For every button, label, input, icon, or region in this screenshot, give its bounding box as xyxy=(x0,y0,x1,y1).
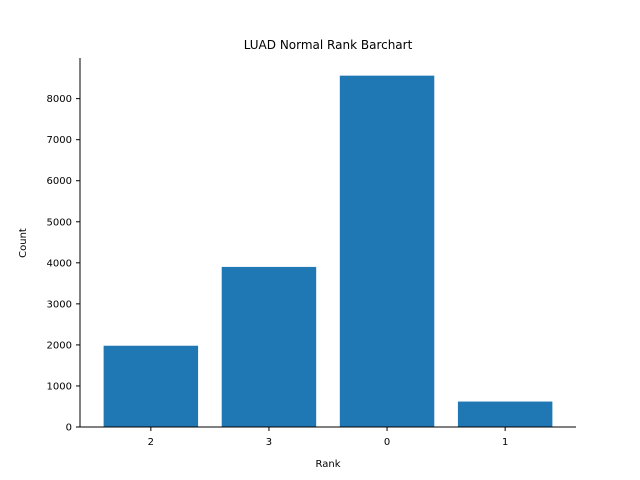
bars-group xyxy=(103,75,553,428)
x-tick-label: 0 xyxy=(384,437,390,448)
y-axis-label: Count xyxy=(18,228,29,258)
x-axis-ticks: 2 3 0 1 xyxy=(148,427,508,448)
x-axis-label: Rank xyxy=(316,459,341,470)
y-tick-label: 8000 xyxy=(47,94,72,105)
y-axis-ticks: 0 1000 2000 3000 4000 5000 6000 7000 8000 xyxy=(47,94,80,434)
y-tick-label: 0 xyxy=(66,423,72,434)
bar-rank-0 xyxy=(339,75,435,428)
bar-rank-3 xyxy=(221,266,317,427)
y-tick-label: 2000 xyxy=(47,340,72,351)
y-tick-label: 1000 xyxy=(47,381,72,392)
bar-rank-2 xyxy=(103,345,199,427)
y-tick-label: 6000 xyxy=(47,176,72,187)
y-tick-label: 3000 xyxy=(47,299,72,310)
x-tick-label: 1 xyxy=(502,437,508,448)
x-tick-label: 2 xyxy=(148,437,154,448)
bar-rank-1 xyxy=(457,401,553,427)
y-tick-label: 7000 xyxy=(47,135,72,146)
y-tick-label: 5000 xyxy=(47,217,72,228)
chart-title: LUAD Normal Rank Barchart xyxy=(244,38,413,52)
x-tick-label: 3 xyxy=(266,437,272,448)
y-tick-label: 4000 xyxy=(47,258,72,269)
